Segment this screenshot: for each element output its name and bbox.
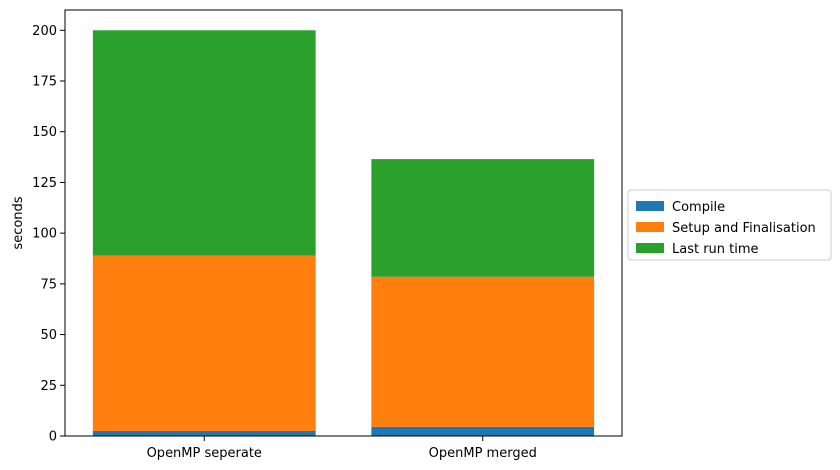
y-tick-label: 75 xyxy=(40,277,57,292)
legend-box xyxy=(627,189,832,261)
bar-setup-and-finalisation-openmp-seperate xyxy=(92,255,316,431)
y-tick-label: 200 xyxy=(32,24,57,39)
x-axis-ticks: OpenMP seperate OpenMP merged xyxy=(147,436,537,461)
bars-group xyxy=(92,30,595,436)
y-tick-label: 0 xyxy=(49,430,57,445)
legend-label-compile: Compile xyxy=(672,200,725,215)
x-tick-label-openmp-seperate: OpenMP seperate xyxy=(147,446,262,461)
bar-last-run-time-openmp-seperate xyxy=(92,30,316,256)
bar-compile-openmp-seperate xyxy=(92,430,316,436)
legend-swatch-setup-and-finalisation xyxy=(636,222,664,232)
bar-compile-openmp-merged xyxy=(371,426,595,436)
y-tick-label: 150 xyxy=(32,125,57,140)
y-tick-label: 25 xyxy=(40,379,57,394)
legend-swatch-last-run-time xyxy=(636,243,664,253)
bar-last-run-time-openmp-merged xyxy=(371,159,595,277)
y-axis-label: seconds xyxy=(11,196,26,249)
x-tick-label-openmp-merged: OpenMP merged xyxy=(429,446,537,461)
plot-frame xyxy=(64,9,623,437)
legend: Compile Setup and Finalisation Last run ti… xyxy=(627,189,832,261)
y-tick-label: 125 xyxy=(32,176,57,191)
y-tick-label: 100 xyxy=(32,227,57,242)
legend-label-last-run-time: Last run time xyxy=(672,242,759,257)
y-tick-label: 175 xyxy=(32,75,57,90)
bar-setup-and-finalisation-openmp-merged xyxy=(371,276,595,427)
legend-swatch-compile xyxy=(636,201,664,211)
y-axis-ticks: 0 25 50 75 100 125 150 175 200 xyxy=(32,24,65,445)
y-tick-label: 50 xyxy=(40,328,57,343)
legend-label-setup-and-finalisation: Setup and Finalisation xyxy=(672,221,816,236)
